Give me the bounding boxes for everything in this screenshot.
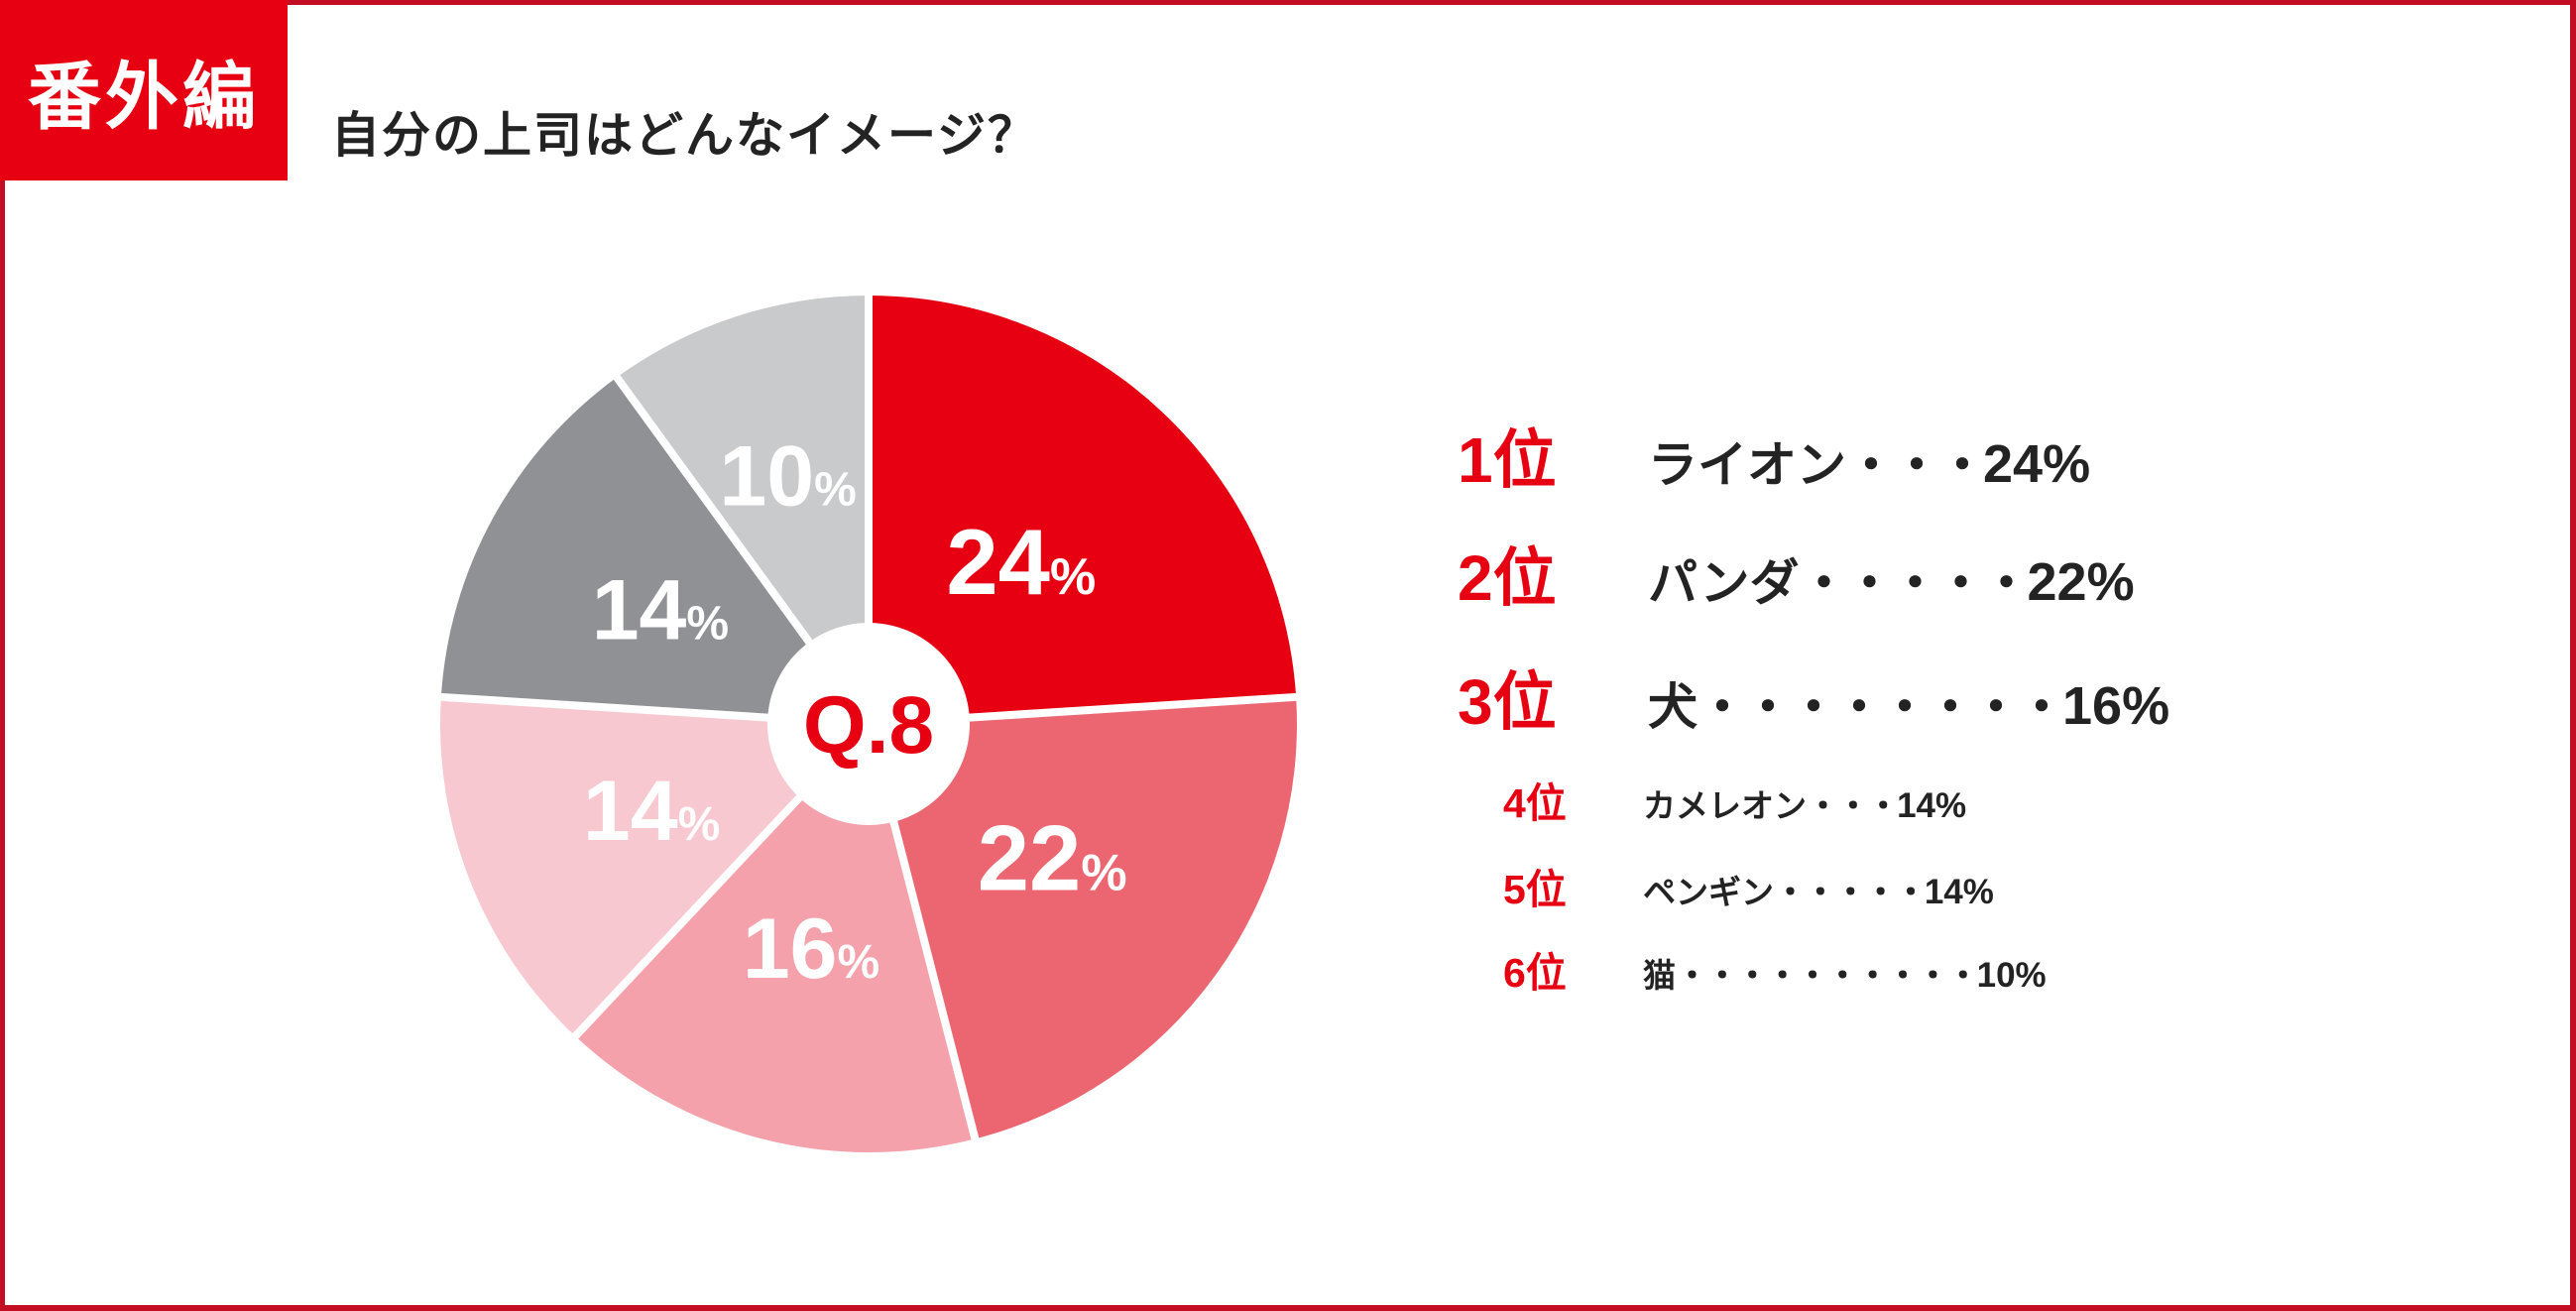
ranking-dot-leader: ・・・・・ — [1774, 874, 1927, 910]
ranking-percent-value: 16% — [2062, 676, 2170, 736]
extra-edition-badge: 番外編 — [0, 0, 288, 180]
pie-slice-1 — [869, 296, 1297, 724]
frame-border-bottom — [0, 1305, 2576, 1311]
frame-border-right — [2570, 0, 2576, 1311]
pie-center-circle — [767, 623, 970, 825]
ranking-dot-leader: ・・・ — [1846, 437, 1987, 493]
frame-border-top — [0, 0, 2576, 5]
ranking-percent-value: 10% — [1976, 956, 2047, 995]
pie-center-question-label: Q.8 — [803, 680, 934, 771]
ranking-animal-name: パンダ — [1648, 555, 1800, 611]
ranking-rank-label: 1位 — [1458, 424, 1557, 496]
ranking-rank-label: 2位 — [1458, 542, 1557, 614]
pie-slice-value-label: 22% — [978, 806, 1127, 910]
ranking-animal-name: カメレオン — [1643, 787, 1807, 824]
ranking-animal-name: ライオン — [1648, 437, 1846, 493]
page-title: 自分の上司はどんなイメージ？ — [331, 108, 1039, 163]
pie-slice-value-label: 10% — [719, 429, 856, 525]
pie-slice-value-label: 14% — [592, 563, 729, 658]
pie-slice-value-label: 16% — [743, 901, 879, 997]
pie-slice-value-label: 14% — [583, 764, 720, 859]
pie-slice-2 — [869, 696, 1298, 1139]
ranking-row-2: 2位 パンダ・・・・・22% — [1458, 543, 2135, 618]
ranking-animal-name: ペンギン — [1643, 874, 1774, 910]
ranking-row-5: 5位 ペンギン・・・・・14% — [1503, 868, 1994, 914]
ranking-rank-label: 5位 — [1503, 867, 1567, 912]
ranking-dot-leader: ・・・・・・・・ — [1698, 679, 2066, 735]
frame-border-left — [0, 0, 5, 1311]
ranking-percent-value: 14% — [1924, 873, 1994, 911]
pie-slice-5 — [440, 377, 869, 724]
ranking-rank-label: 4位 — [1503, 780, 1567, 826]
ranking-animal-name: 犬 — [1648, 679, 1698, 735]
pie-slice-6 — [617, 296, 869, 724]
ranking-rank-label: 3位 — [1458, 666, 1557, 738]
ranking-percent-value: 24% — [1983, 434, 2091, 494]
pie-slice-4 — [439, 696, 869, 1036]
ranking-percent-value: 14% — [1897, 786, 1967, 825]
badge-label: 番外編 — [28, 55, 260, 138]
pie-chart-svg: 24%22%16%14%14%10%Q.8 — [439, 295, 1298, 1152]
ranking-percent-value: 22% — [2027, 552, 2135, 612]
ranking-row-6: 6位 猫・・・・・・・・・・10% — [1503, 951, 2047, 998]
ranking-dot-leader: ・・・ — [1807, 787, 1900, 824]
ranking-row-1: 1位 ライオン・・・24% — [1458, 425, 2090, 500]
pie-slice-3 — [575, 724, 976, 1152]
ranking-row-3: 3位 犬・・・・・・・・16% — [1458, 667, 2169, 742]
ranking-row-4: 4位 カメレオン・・・14% — [1503, 781, 1966, 828]
pie-slice-value-label: 24% — [946, 510, 1096, 614]
pie-chart: 24% 22% 16% 14% 14% 10% Q.8 — [432, 288, 1305, 1160]
ranking-dot-leader: ・・・・・ — [1799, 555, 2032, 611]
ranking-dot-leader: ・・・・・・・・・・ — [1676, 957, 1979, 994]
ranking-rank-label: 6位 — [1503, 950, 1567, 996]
ranking-animal-name: 猫 — [1643, 957, 1676, 994]
